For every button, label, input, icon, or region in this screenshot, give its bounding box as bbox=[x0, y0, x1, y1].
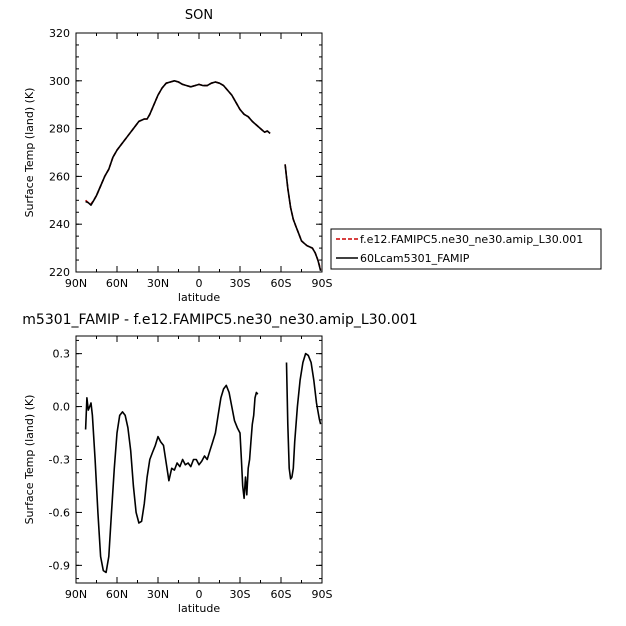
y-tick-label-0-5: 320 bbox=[49, 27, 70, 40]
y-axis-label-1: Surface Temp (land) (K) bbox=[23, 395, 36, 525]
y-tick-label-0-3: 280 bbox=[49, 123, 70, 136]
y-tick-label-0-2: 260 bbox=[49, 170, 70, 183]
x-tick-label-1-5: 60S bbox=[271, 588, 292, 601]
y-tick-label-1-2: -0.3 bbox=[49, 454, 70, 467]
plot-frame-0 bbox=[75, 32, 323, 273]
series-line-0-1-0 bbox=[85, 80, 271, 206]
x-tick-label-1-1: 60N bbox=[106, 588, 128, 601]
x-tick-label-1-4: 30S bbox=[230, 588, 251, 601]
y-tick-label-0-0: 220 bbox=[49, 266, 70, 279]
legend-box bbox=[330, 228, 602, 270]
legend-label-1: 60Lcam5301_FAMIP bbox=[360, 252, 470, 265]
x-tick-label-0-1: 60N bbox=[106, 277, 128, 290]
series-line-0-0-0 bbox=[85, 80, 271, 205]
y-tick-label-0-4: 300 bbox=[49, 75, 70, 88]
y-tick-label-1-3: 0.0 bbox=[53, 401, 71, 414]
y-axis-label-0: Surface Temp (land) (K) bbox=[23, 88, 36, 218]
series-line-1-0-1 bbox=[285, 352, 322, 480]
x-tick-label-0-0: 90N bbox=[65, 277, 87, 290]
x-tick-label-0-6: 90S bbox=[312, 277, 333, 290]
legend-label-0: f.e12.FAMIPC5.ne30_ne30.amip_L30.001 bbox=[360, 233, 583, 246]
x-tick-label-0-4: 30S bbox=[230, 277, 251, 290]
x-tick-label-1-0: 90N bbox=[65, 588, 87, 601]
plot-frame-1 bbox=[75, 335, 323, 584]
x-tick-label-1-3: 0 bbox=[196, 588, 203, 601]
x-tick-label-0-2: 30N bbox=[147, 277, 169, 290]
y-tick-label-1-4: 0.3 bbox=[53, 348, 71, 361]
series-line-0-1-1 bbox=[284, 164, 322, 271]
x-axis-label-0: latitude bbox=[178, 291, 220, 304]
y-tick-label-1-0: -0.9 bbox=[49, 559, 70, 572]
x-tick-label-1-2: 30N bbox=[147, 588, 169, 601]
x-tick-label-1-6: 90S bbox=[312, 588, 333, 601]
chart-title-1: m5301_FAMIP - f.e12.FAMIPC5.ne30_ne30.am… bbox=[22, 312, 417, 328]
x-tick-label-0-5: 60S bbox=[271, 277, 292, 290]
series-line-1-0-0 bbox=[84, 384, 259, 574]
y-tick-label-1-1: -0.6 bbox=[49, 506, 70, 519]
y-tick-label-0-1: 240 bbox=[49, 218, 70, 231]
x-axis-label-1: latitude bbox=[178, 602, 220, 615]
chart-title-0: SON bbox=[185, 8, 213, 23]
x-tick-label-0-3: 0 bbox=[196, 277, 203, 290]
